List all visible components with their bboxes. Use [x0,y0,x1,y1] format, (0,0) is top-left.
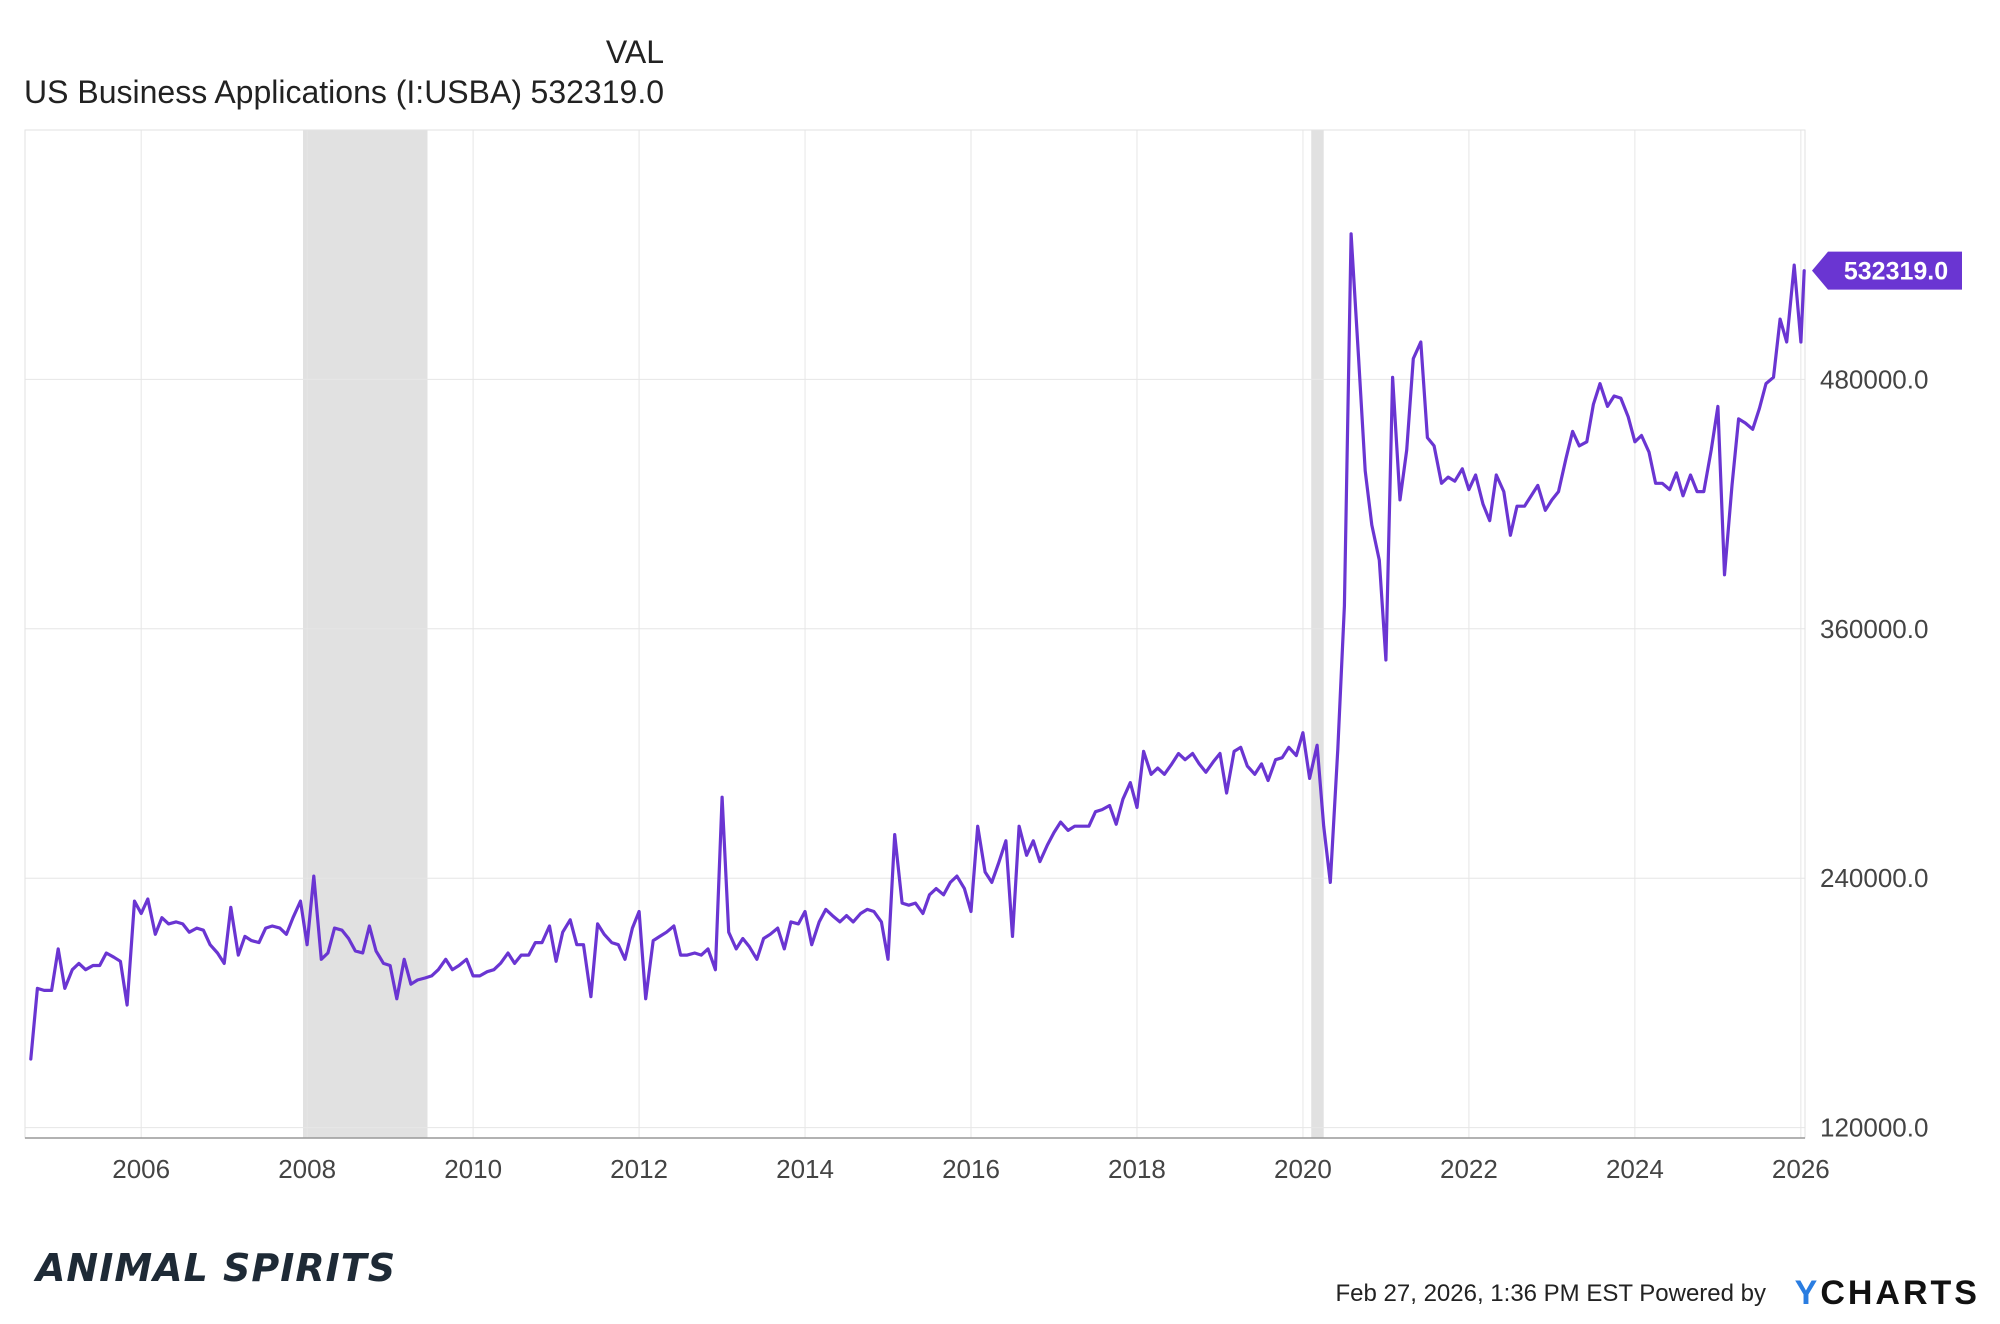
y-tick-label-360000: 360000.0 [1820,614,1928,644]
x-tick-label-2006: 2006 [112,1154,170,1184]
x-tick-label-2022: 2022 [1440,1154,1498,1184]
timestamp-powered-by: Feb 27, 2026, 1:36 PM EST Powered by [1335,1280,1766,1307]
series-line-0 [29,232,1806,1061]
x-tick-label-2010: 2010 [444,1154,502,1184]
y-axis-tick-labels: 120000.0 240000.0 360000.0 480000.0 [1820,364,1928,1142]
gridlines [25,130,1805,1138]
x-tick-label-2008: 2008 [278,1154,336,1184]
y-tick-label-480000: 480000.0 [1820,364,1928,394]
x-tick-label-2020: 2020 [1274,1154,1332,1184]
x-tick-label-2012: 2012 [610,1154,668,1184]
y-tick-label-240000: 240000.0 [1820,863,1928,893]
x-tick-label-2024: 2024 [1606,1154,1664,1184]
x-axis-tick-labels: 2006 2008 2010 2012 2014 2016 2018 2020 2022 2024… [112,1154,1830,1184]
y-tick-label-120000: 120000.0 [1820,1113,1928,1143]
x-tick-label-2018: 2018 [1108,1154,1166,1184]
ycharts-logo[interactable]: YCHARTS [1795,1274,1980,1313]
series-layer [29,232,1806,1061]
ycharts-logo-y: Y [1794,1274,1821,1312]
plot-frame [24,129,1806,1139]
recession-band-1 [1311,130,1324,1138]
last-value-marker: 532319.0 [1812,251,1962,290]
recession-bands [302,130,1324,1138]
last-value-label: 532319.0 [1844,258,1948,286]
x-tick-label-2014: 2014 [776,1154,834,1184]
legend-series-value: 532319.0 [530,74,664,110]
brand-logo: ANIMAL SPIRITS [36,1246,397,1290]
chart-legend: VAL US Business Applications (I:USBA) 53… [24,28,664,118]
legend-series-label: US Business Applications (I:USBA) [24,74,522,110]
last-value-flag [1812,251,1962,290]
recession-band-0 [302,130,428,1138]
x-tick-label-2016: 2016 [942,1154,1000,1184]
legend-column-header: VAL [605,34,664,70]
x-tick-label-2026: 2026 [1772,1154,1830,1184]
ycharts-logo-text: CHARTS [1820,1274,1980,1312]
plot-border [24,129,1806,1139]
